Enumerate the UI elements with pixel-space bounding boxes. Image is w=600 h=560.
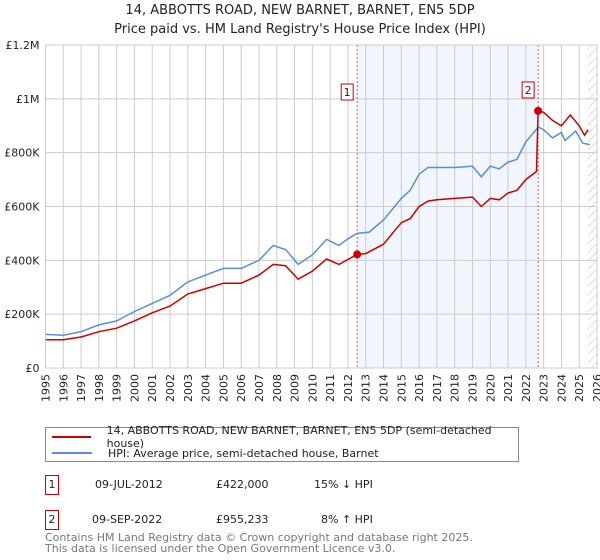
x-tick-label: 2009 [289,374,302,402]
legend-label: HPI: Average price, semi-detached house,… [108,446,379,460]
x-tick-label: 1999 [111,374,124,402]
x-tick-label: 2021 [502,374,515,402]
x-tick-label: 2023 [538,374,551,402]
x-tick-label: 2018 [449,374,462,402]
chart-title: 14, ABBOTTS ROAD, NEW BARNET, BARNET, EN… [125,3,475,18]
x-tick-label: 2006 [235,374,248,402]
y-tick-label: £0 [26,362,40,375]
x-tick-label: 2022 [520,374,533,402]
x-tick-label: 1997 [75,374,88,402]
x-tick-label: 2003 [182,374,195,402]
plot-border [45,44,598,369]
y-tick-label: £1.2M [6,39,40,52]
x-tick-label: 2005 [217,374,230,402]
x-tick-label: 2013 [360,374,373,402]
x-tick-label: 2016 [413,374,426,402]
sale-point [353,250,362,259]
x-tick-label: 2024 [555,374,568,402]
x-tick-label: 2025 [573,374,586,402]
y-tick-label: £600K [4,201,40,214]
x-tick-label: 2010 [306,374,319,402]
footer-copyright: Contains HM Land Registry data © Crown c… [45,531,473,544]
footer-licence: This data is licensed under the Open Gov… [45,542,396,555]
legend-swatch-blue [52,452,92,454]
x-tick-label: 2002 [164,374,177,402]
transaction-date: 09-JUL-2012 [95,478,163,491]
marker-badge: 2 [45,510,59,530]
x-tick-label: 2001 [146,374,159,402]
x-tick-label: 2015 [395,374,408,402]
x-tick-label: 2019 [466,374,479,402]
legend-item-property: 14, ABBOTTS ROAD, NEW BARNET, BARNET, EN… [52,424,518,450]
legend-item-hpi: HPI: Average price, semi-detached house,… [52,445,379,461]
transaction-date: 09-SEP-2022 [92,513,163,526]
x-tick-label: 2017 [431,374,444,402]
marker-badge: 1 [45,475,59,495]
x-tick-label: 1996 [57,374,70,402]
x-tick-label: 2011 [324,374,337,402]
x-tick-label: 2007 [253,374,266,402]
marker-badge-label: 1 [344,86,351,99]
chart-subtitle: Price paid vs. HM Land Registry's House … [114,22,486,37]
transaction-price: £955,233 [216,513,269,526]
legend-swatch-red [52,436,91,438]
legend-label: 14, ABBOTTS ROAD, NEW BARNET, BARNET, EN… [106,424,492,450]
price-paid-line [45,109,589,341]
price-chart: 1995 1996 1997 1998 1999 2000 2001 2002 2003 2004… [4,39,600,402]
x-tick-label: 1995 [40,374,53,402]
y-tick-label: £800K [4,147,40,160]
x-tick-label: 2012 [342,374,355,402]
x-tick-label: 2020 [484,374,497,402]
marker-badge-label: 2 [525,84,532,97]
x-tick-label: 2000 [128,374,141,402]
y-tick-label: £400K [4,254,40,267]
x-tick-label: 2026 [591,374,600,402]
y-tick-label: £1M [16,93,40,106]
marker-badge-box [340,83,354,101]
transaction-hpi: 15% ↓ HPI [314,478,373,491]
x-tick-label: 2008 [271,374,284,402]
hpi-line [45,126,591,336]
transaction-price: £422,000 [216,478,269,491]
x-tick-label: 2004 [200,374,213,402]
y-tick-label: £200K [4,308,40,321]
transaction-hpi: 8% ↑ HPI [321,513,373,526]
legend: 14, ABBOTTS ROAD, NEW BARNET, BARNET, EN… [45,424,519,462]
marker-badge-box [521,81,535,99]
x-tick-label: 1998 [93,374,106,402]
x-tick-label: 2014 [378,374,391,402]
sale-point [534,106,543,115]
